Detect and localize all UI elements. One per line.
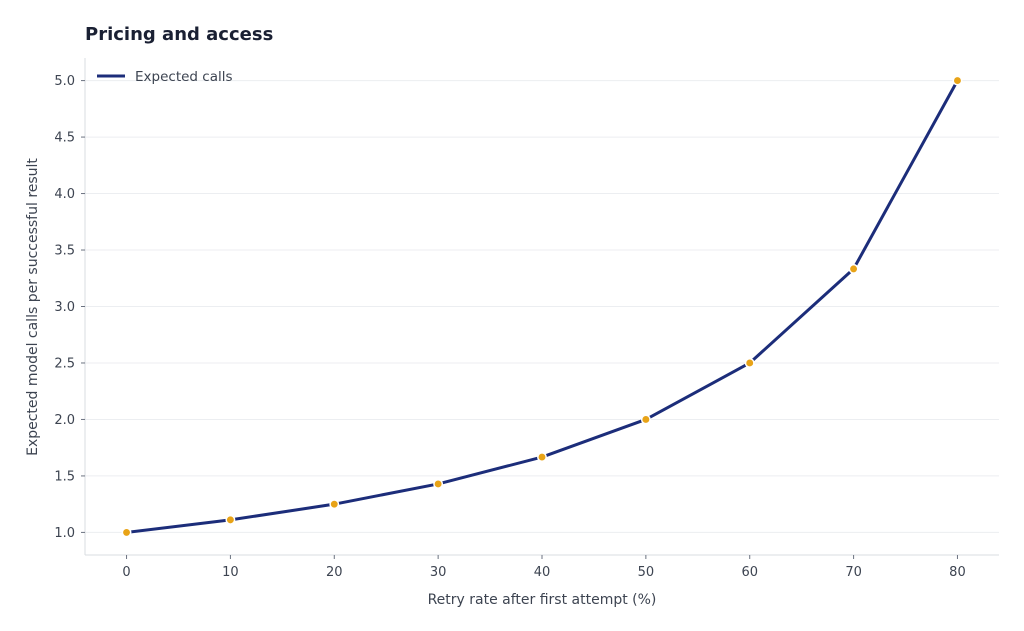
data-point bbox=[848, 263, 859, 274]
data-point bbox=[537, 452, 547, 463]
x-tick-label: 30 bbox=[430, 565, 447, 580]
data-point bbox=[952, 75, 963, 86]
y-tick-label: 4.0 bbox=[54, 187, 75, 202]
y-tick-label: 1.5 bbox=[54, 469, 75, 484]
x-tick-label: 80 bbox=[949, 565, 966, 580]
y-tick-label: 5.0 bbox=[54, 74, 75, 89]
y-tick-label: 3.0 bbox=[54, 300, 75, 315]
data-point bbox=[121, 527, 132, 538]
data-point bbox=[433, 479, 444, 489]
y-tick-label: 2.5 bbox=[54, 356, 75, 371]
legend: Expected calls bbox=[97, 69, 233, 85]
x-tick-label: 0 bbox=[122, 565, 130, 580]
y-tick-label: 4.5 bbox=[54, 131, 75, 146]
y-tick-label: 1.0 bbox=[54, 526, 75, 541]
x-tick-label: 10 bbox=[222, 565, 239, 580]
x-axis-label: Retry rate after first attempt (%) bbox=[428, 592, 657, 608]
x-tick-label: 60 bbox=[741, 565, 758, 580]
x-tick-label: 20 bbox=[326, 565, 343, 580]
y-tick-label: 3.5 bbox=[54, 244, 75, 259]
x-axis-ticks: 0 10 20 30 40 50 60 70 80 bbox=[122, 555, 966, 580]
y-axis-label: Expected model calls per successful resu… bbox=[25, 158, 41, 456]
data-point bbox=[329, 499, 340, 510]
data-point bbox=[640, 414, 651, 425]
y-tick-label: 2.0 bbox=[54, 413, 75, 428]
y-axis-ticks: 1.0 1.5 2.0 2.5 3.0 3.5 4.0 4.5 5.0 bbox=[54, 74, 85, 541]
legend-label-expected-calls: Expected calls bbox=[135, 69, 233, 85]
x-tick-label: 40 bbox=[534, 565, 551, 580]
x-tick-label: 70 bbox=[845, 565, 862, 580]
series-layer bbox=[121, 75, 963, 538]
x-tick-label: 50 bbox=[638, 565, 655, 580]
chart-title: Pricing and access bbox=[85, 24, 273, 45]
data-point bbox=[744, 358, 755, 368]
data-point bbox=[225, 514, 236, 525]
grid-lines bbox=[85, 80, 999, 533]
